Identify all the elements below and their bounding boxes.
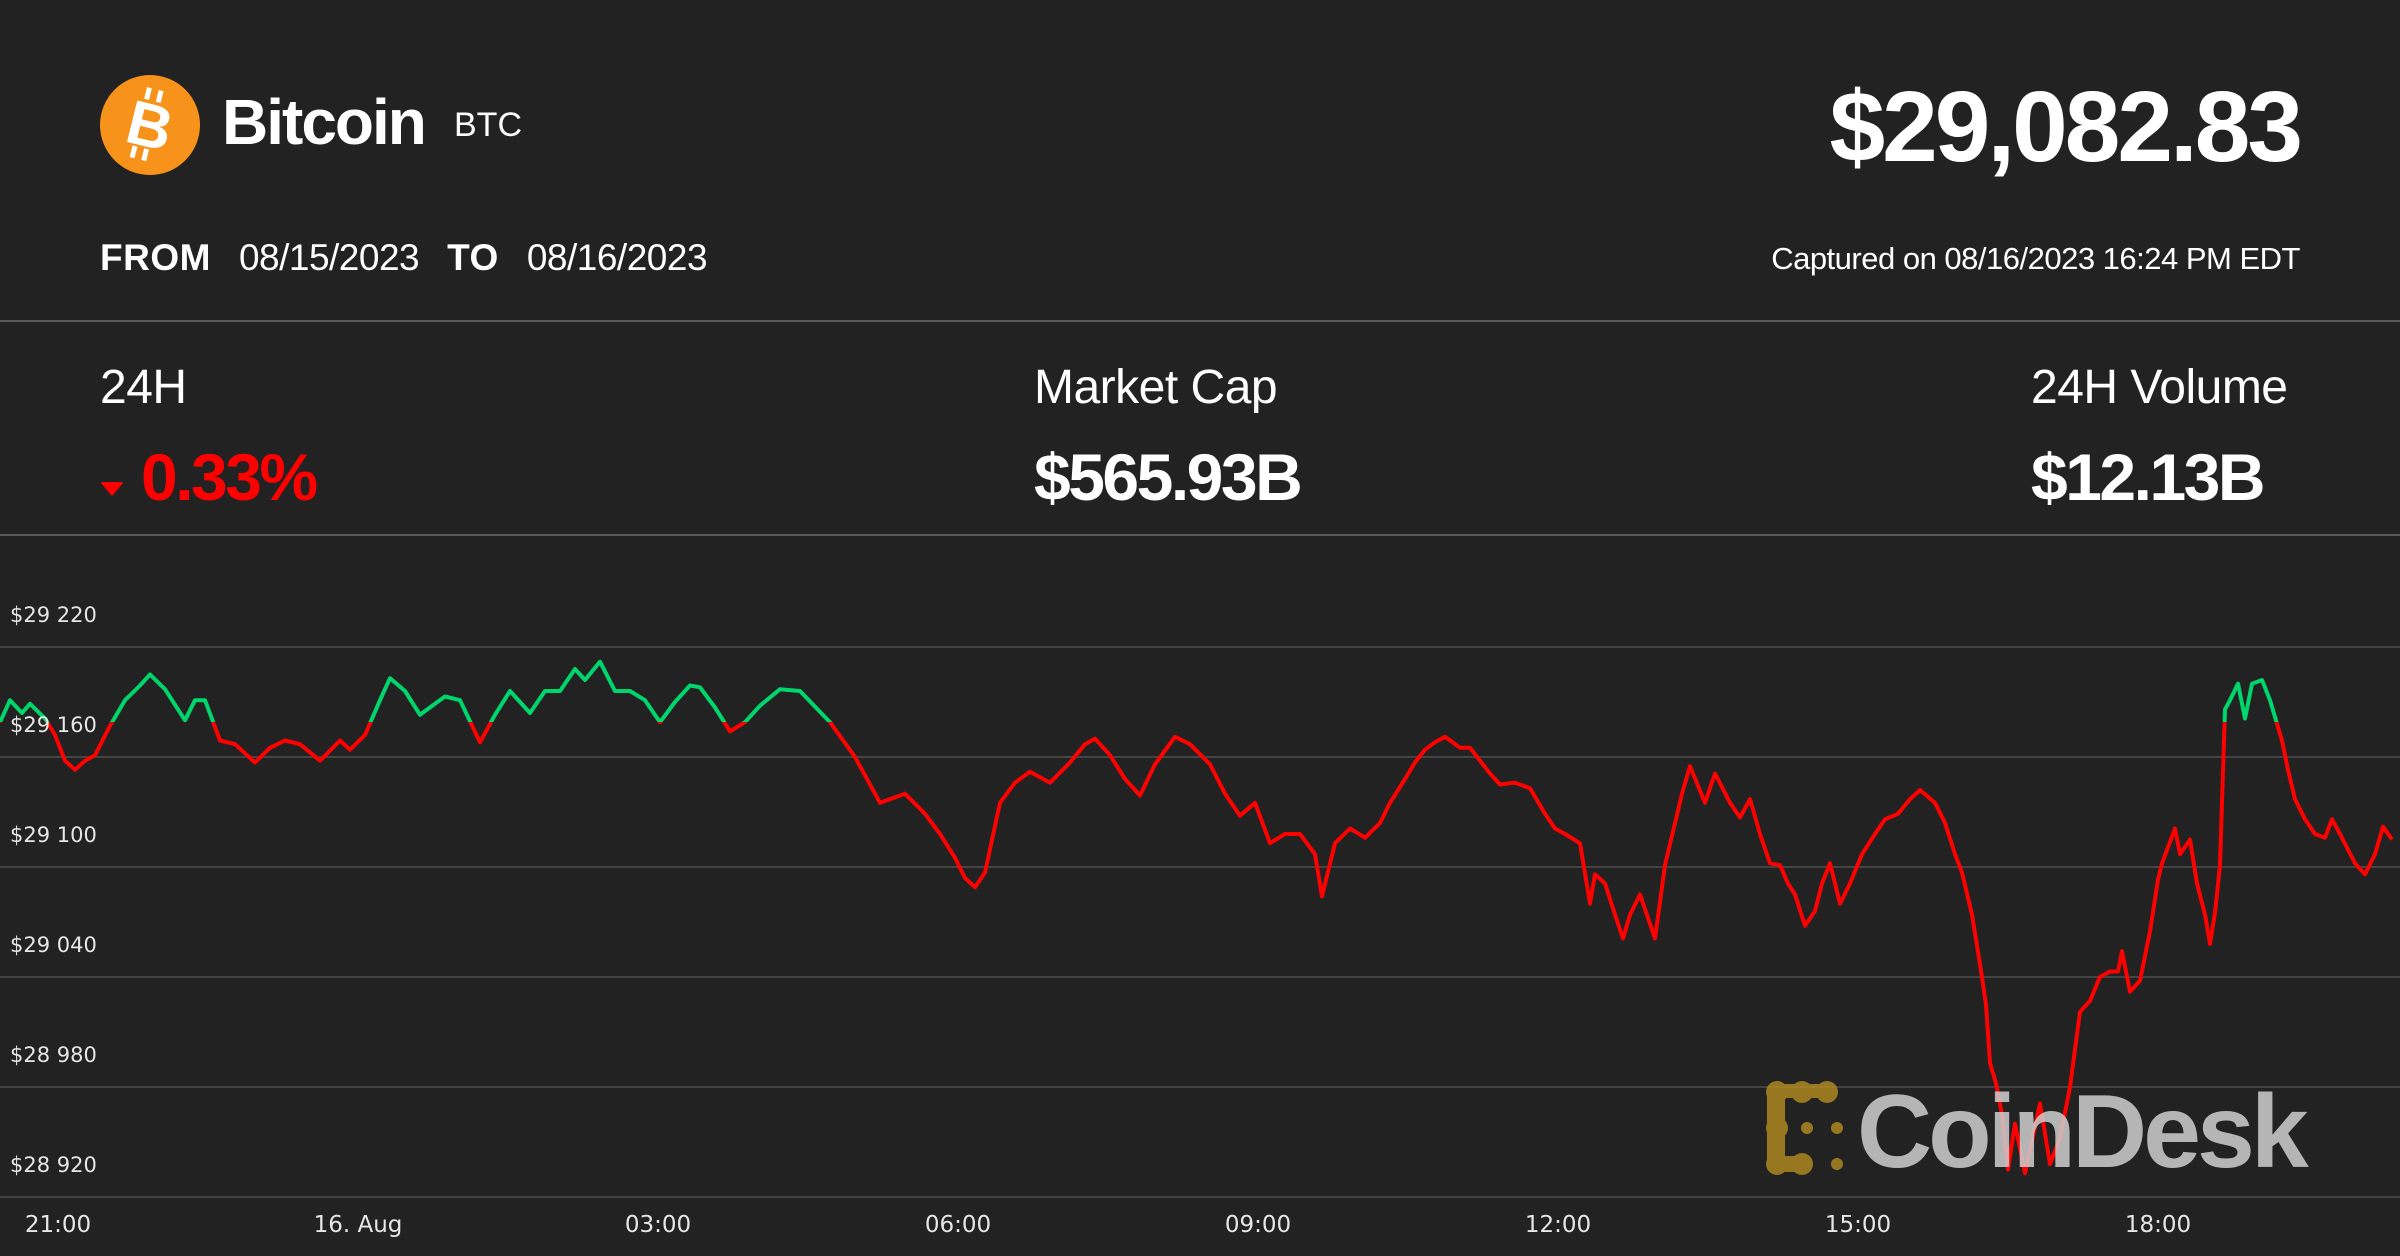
header-divider bbox=[0, 320, 2400, 322]
x-tick-label: 12:00 bbox=[1524, 1212, 1592, 1238]
from-date: 08/15/2023 bbox=[238, 237, 420, 278]
current-price: $29,082.83 bbox=[1829, 71, 2303, 183]
down-arrow-icon bbox=[100, 482, 124, 496]
coindesk-logo-icon bbox=[1766, 1081, 1843, 1175]
y-tick-label: $29 100 bbox=[10, 823, 97, 847]
y-tick-label: $28 980 bbox=[10, 1043, 97, 1067]
coindesk-wordmark: CoinDesk bbox=[1857, 1074, 2309, 1190]
bitcoin-icon: B bbox=[100, 75, 200, 175]
to-label: TO bbox=[447, 237, 499, 278]
price-line-below-start bbox=[0, 722, 2394, 1176]
stats-divider bbox=[0, 534, 2400, 536]
y-tick-label: $29 040 bbox=[10, 933, 97, 957]
x-tick-label: 09:00 bbox=[1224, 1212, 1292, 1238]
y-tick-label: $29 220 bbox=[10, 603, 97, 627]
volume-label: 24H Volume bbox=[2031, 361, 2288, 414]
market-cap-value: $565.93B bbox=[1034, 440, 1303, 514]
captured-timestamp: Captured on 08/16/2023 16:24 PM EDT bbox=[1771, 241, 2300, 276]
coin-name: Bitcoin bbox=[222, 86, 427, 158]
price-line-above-start bbox=[0, 659, 2279, 723]
change-label: 24H bbox=[100, 361, 187, 414]
gridlines bbox=[0, 646, 2400, 1198]
to-date: 08/16/2023 bbox=[526, 237, 708, 278]
y-tick-label: $29 160 bbox=[10, 713, 97, 737]
x-tick-label: 18:00 bbox=[2124, 1212, 2192, 1238]
x-tick-label: 21:00 bbox=[24, 1212, 92, 1238]
y-tick-label: $28 920 bbox=[10, 1153, 97, 1177]
change-value: 0.33% bbox=[141, 440, 318, 514]
x-tick-label: 06:00 bbox=[924, 1212, 992, 1238]
date-range: FROM 08/15/2023 TO 08/16/2023 bbox=[100, 236, 735, 280]
from-label: FROM bbox=[100, 237, 211, 278]
x-tick-label: 15:00 bbox=[1824, 1212, 1892, 1238]
market-cap-label: Market Cap bbox=[1034, 361, 1278, 414]
coindesk-watermark: CoinDesk bbox=[1765, 1074, 2325, 1190]
volume-value: $12.13B bbox=[2031, 440, 2266, 514]
x-tick-label: 03:00 bbox=[624, 1212, 692, 1238]
x-tick-label: 16. Aug bbox=[313, 1212, 403, 1238]
coin-symbol: BTC bbox=[454, 106, 522, 144]
